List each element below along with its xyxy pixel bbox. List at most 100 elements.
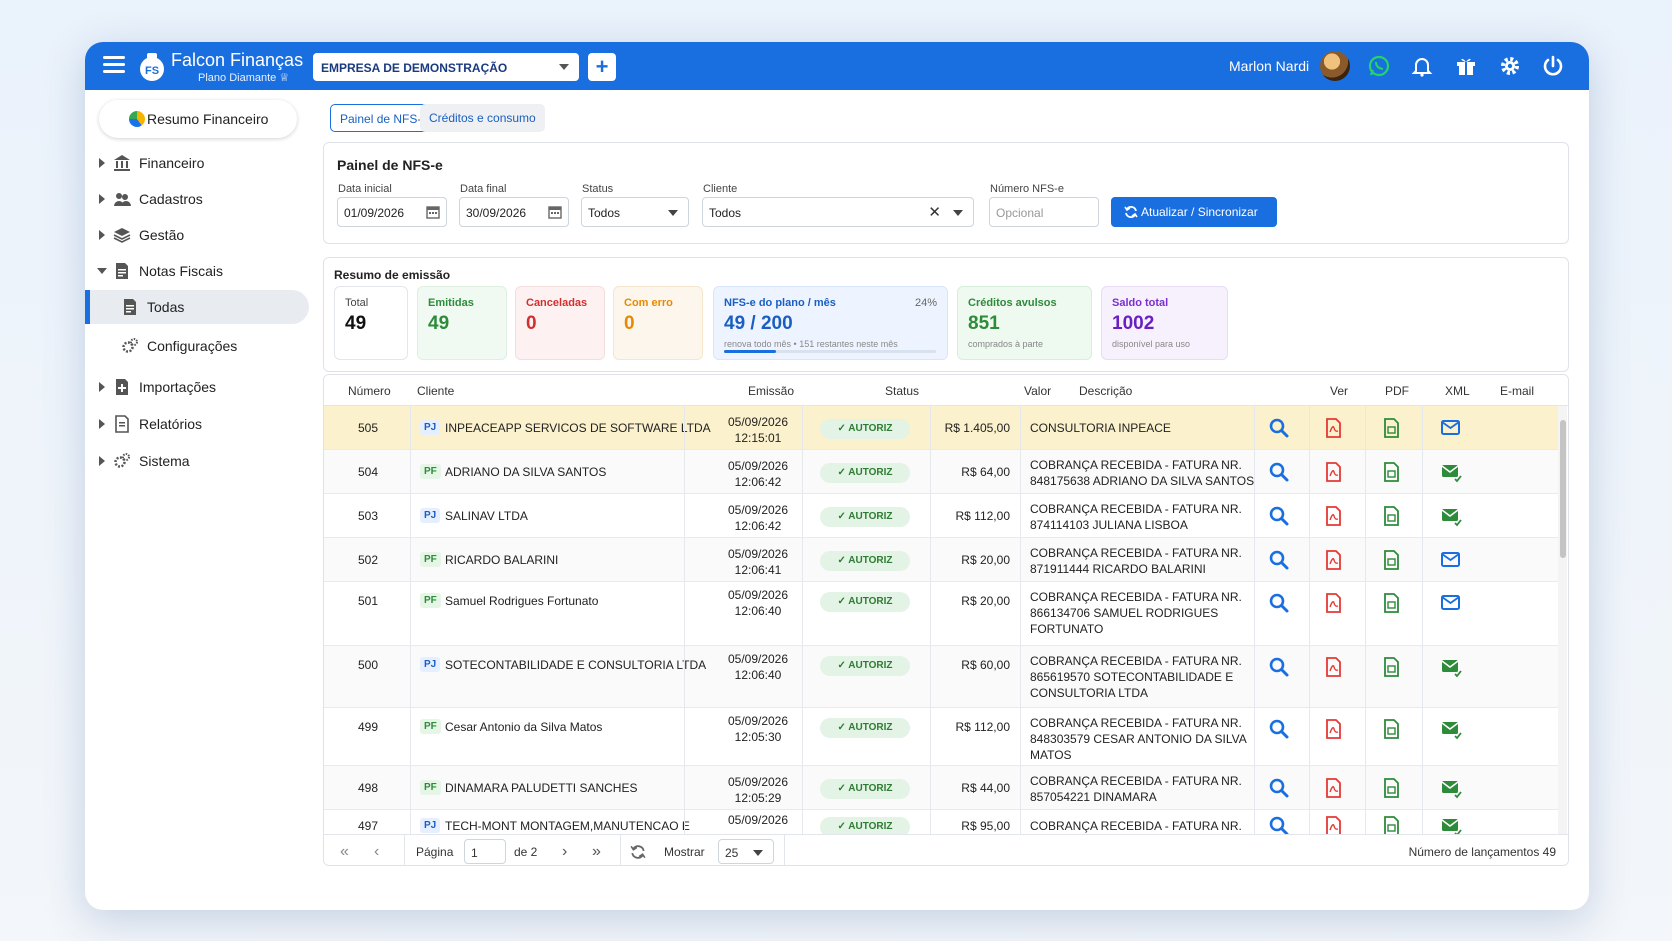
calendar-icon[interactable] — [426, 205, 440, 219]
column-divider — [802, 810, 803, 842]
pdf-icon[interactable] — [1322, 777, 1344, 799]
xml-icon[interactable] — [1380, 815, 1402, 837]
email-icon[interactable] — [1440, 549, 1462, 571]
table-row[interactable]: 502 PF RICARDO BALARINI 05/09/2026 12:06:41 ✓… — [324, 538, 1560, 582]
sidebar-item-sistema[interactable]: Sistema — [85, 444, 310, 478]
prev-page-icon[interactable]: ‹ — [374, 843, 380, 860]
xml-icon[interactable] — [1380, 656, 1402, 678]
sidebar-item-financeiro[interactable]: Financeiro — [85, 146, 310, 180]
email-sent-icon[interactable] — [1440, 718, 1462, 740]
sidebar-item-cadastros[interactable]: Cadastros — [85, 182, 310, 216]
search-icon[interactable] — [1268, 592, 1290, 614]
next-page-icon[interactable]: › — [562, 843, 568, 860]
table-row[interactable]: 498 PF DINAMARA PALUDETTI SANCHES 05/09/202… — [324, 766, 1560, 810]
numero-nfse-input[interactable]: Opcional — [989, 197, 1099, 227]
sidebar-item-todas[interactable]: Todas — [85, 290, 309, 324]
search-icon[interactable] — [1268, 417, 1290, 439]
col-descricao[interactable]: Descrição — [1079, 384, 1133, 398]
search-icon[interactable] — [1268, 505, 1290, 527]
email-sent-icon[interactable] — [1440, 656, 1462, 678]
xml-icon[interactable] — [1380, 549, 1402, 571]
sidebar-item-gestao[interactable]: Gestão — [85, 218, 310, 252]
pdf-icon[interactable] — [1322, 505, 1344, 527]
col-emissao[interactable]: Emissão — [748, 384, 795, 398]
xml-icon[interactable] — [1380, 461, 1402, 483]
search-icon[interactable] — [1268, 461, 1290, 483]
pdf-icon[interactable] — [1322, 815, 1344, 837]
col-numero[interactable]: Número — [348, 384, 391, 398]
table-row[interactable]: 500 PJ SOTECONTABILIDADE E CONSULTORIA LTD… — [324, 646, 1560, 708]
gear-icon[interactable] — [1498, 54, 1522, 78]
status-select[interactable]: Todos — [581, 197, 689, 227]
user-name[interactable]: Marlon Nardi — [1229, 58, 1310, 74]
sync-button[interactable]: Atualizar / Sincronizar — [1111, 197, 1277, 227]
table-scrollbar[interactable] — [1558, 406, 1567, 834]
xml-icon[interactable] — [1380, 777, 1402, 799]
search-icon[interactable] — [1268, 656, 1290, 678]
pdf-icon[interactable] — [1322, 656, 1344, 678]
add-company-button[interactable]: + — [588, 53, 616, 81]
card-nfse-plano: NFS-e do plano / mês 24% 49 / 200 renova… — [713, 286, 948, 360]
xml-icon[interactable] — [1380, 718, 1402, 740]
filter-panel: Painel de NFS-e Data inicial 01/09/2026 … — [323, 142, 1569, 244]
email-icon[interactable] — [1440, 592, 1462, 614]
pdf-icon[interactable] — [1322, 461, 1344, 483]
table-row[interactable]: 501 PF Samuel Rodrigues Fortunato 05/09/202… — [324, 582, 1560, 646]
xml-icon[interactable] — [1380, 592, 1402, 614]
sidebar-item-notas-fiscais[interactable]: Notas Fiscais — [85, 254, 310, 288]
pdf-icon[interactable] — [1322, 549, 1344, 571]
col-cliente[interactable]: Cliente — [417, 384, 455, 398]
clear-icon[interactable]: ✕ — [928, 204, 941, 221]
table-row[interactable]: 497 PJ TECH-MONT MONTAGEM,MANUTENCAO E 05/0… — [324, 810, 1560, 842]
table-row[interactable]: 499 PF Cesar Antonio da Silva Matos 05/09/2… — [324, 708, 1560, 766]
email-sent-icon[interactable] — [1440, 505, 1462, 527]
email-icon[interactable] — [1440, 417, 1462, 439]
company-select[interactable]: EMPRESA DE DEMONSTRAÇÃO — [313, 53, 579, 81]
data-final-field[interactable]: 30/09/2026 — [459, 197, 569, 227]
cell-descricao-line: COBRANÇA RECEBIDA - FATURA NR. — [1030, 654, 1242, 668]
gift-icon[interactable] — [1454, 54, 1478, 78]
resumo-financeiro-button[interactable]: Resumo Financeiro — [99, 100, 297, 138]
pdf-icon[interactable] — [1322, 417, 1344, 439]
sidebar-item-configuracoes[interactable]: Configurações — [85, 329, 310, 363]
data-inicial-field[interactable]: 01/09/2026 — [337, 197, 447, 227]
refresh-icon[interactable] — [630, 844, 646, 860]
last-page-icon[interactable]: » — [592, 843, 601, 860]
per-page-select[interactable]: 25 — [718, 839, 774, 864]
status-badge: ✓ AUTORIZ — [820, 656, 910, 676]
search-icon[interactable] — [1268, 718, 1290, 740]
table-row[interactable]: 504 PF ADRIANO DA SILVA SANTOS 05/09/2026 12… — [324, 450, 1560, 494]
client-type-badge: PJ — [420, 420, 441, 435]
search-icon[interactable] — [1268, 549, 1290, 571]
menu-icon[interactable] — [103, 56, 125, 74]
column-divider — [1309, 582, 1310, 646]
table-row[interactable]: 503 PJ SALINAV LTDA 05/09/2026 12:06:42 ✓ AUT… — [324, 494, 1560, 538]
sidebar-item-relatorios[interactable]: Relatórios — [85, 407, 310, 441]
email-sent-icon[interactable] — [1440, 777, 1462, 799]
search-icon[interactable] — [1268, 777, 1290, 799]
page-input[interactable]: 1 — [464, 839, 506, 864]
cliente-select[interactable]: Todos ✕ — [702, 197, 974, 227]
scrollbar-thumb[interactable] — [1560, 420, 1566, 558]
xml-icon[interactable] — [1380, 505, 1402, 527]
column-divider — [1422, 646, 1423, 708]
whatsapp-icon[interactable] — [1367, 54, 1391, 78]
search-icon[interactable] — [1268, 815, 1290, 837]
power-icon[interactable] — [1541, 54, 1565, 78]
card-com-erro: Com erro 0 — [613, 286, 703, 360]
bell-icon[interactable] — [1410, 54, 1434, 78]
tab-creditos-consumo[interactable]: Créditos e consumo — [420, 104, 545, 132]
calendar-icon[interactable] — [548, 205, 562, 219]
xml-icon[interactable] — [1380, 417, 1402, 439]
pdf-icon[interactable] — [1322, 718, 1344, 740]
col-status[interactable]: Status — [885, 384, 920, 398]
pdf-icon[interactable] — [1322, 592, 1344, 614]
first-page-icon[interactable]: « — [340, 843, 349, 860]
sidebar-item-importacoes[interactable]: Importações — [85, 370, 310, 404]
avatar[interactable] — [1320, 51, 1350, 81]
email-sent-icon[interactable] — [1440, 461, 1462, 483]
column-divider — [684, 450, 685, 494]
col-valor[interactable]: Valor — [1024, 384, 1052, 398]
column-divider — [1254, 708, 1255, 766]
table-row[interactable]: 505 PJ INPEACEAPP SERVICOS DE SOFTWARE LTD… — [324, 406, 1560, 450]
